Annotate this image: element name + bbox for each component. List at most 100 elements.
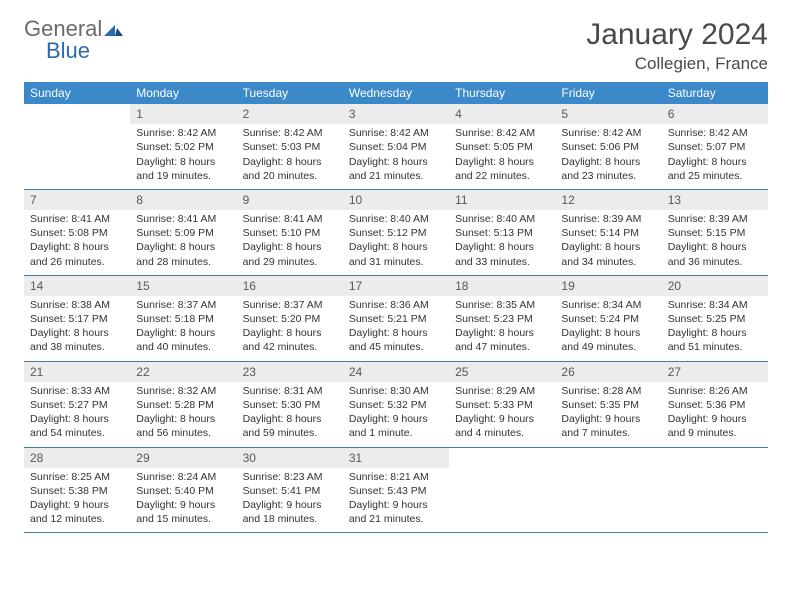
title-block: January 2024 Collegien, France xyxy=(586,18,768,74)
day-number: 21 xyxy=(24,362,130,382)
title-month: January 2024 xyxy=(586,18,768,52)
day-body: Sunrise: 8:34 AMSunset: 5:24 PMDaylight:… xyxy=(555,296,661,361)
daylight-text-1: Daylight: 8 hours xyxy=(561,155,655,169)
day-body: Sunrise: 8:29 AMSunset: 5:33 PMDaylight:… xyxy=(449,382,555,447)
daylight-text-2: and 9 minutes. xyxy=(668,426,762,440)
daylight-text-1: Daylight: 8 hours xyxy=(561,240,655,254)
daylight-text-2: and 51 minutes. xyxy=(668,340,762,354)
sunset-text: Sunset: 5:24 PM xyxy=(561,312,655,326)
calendar-day-cell: 25Sunrise: 8:29 AMSunset: 5:33 PMDayligh… xyxy=(449,361,555,447)
logo-text-general: General xyxy=(24,18,102,40)
day-number: 4 xyxy=(449,104,555,124)
calendar-day-cell xyxy=(449,447,555,533)
weekday-header: Sunday xyxy=(24,82,130,104)
daylight-text-2: and 59 minutes. xyxy=(243,426,337,440)
calendar-day-cell: 23Sunrise: 8:31 AMSunset: 5:30 PMDayligh… xyxy=(237,361,343,447)
sunset-text: Sunset: 5:08 PM xyxy=(30,226,124,240)
sunrise-text: Sunrise: 8:39 AM xyxy=(561,212,655,226)
day-number: 19 xyxy=(555,276,661,296)
day-number: 6 xyxy=(662,104,768,124)
weekday-header: Friday xyxy=(555,82,661,104)
sunrise-text: Sunrise: 8:40 AM xyxy=(349,212,443,226)
sunrise-text: Sunrise: 8:42 AM xyxy=(349,126,443,140)
daylight-text-2: and 38 minutes. xyxy=(30,340,124,354)
day-number: 23 xyxy=(237,362,343,382)
calendar-day-cell: 24Sunrise: 8:30 AMSunset: 5:32 PMDayligh… xyxy=(343,361,449,447)
weekday-header: Monday xyxy=(130,82,236,104)
sunrise-text: Sunrise: 8:25 AM xyxy=(30,470,124,484)
day-body: Sunrise: 8:42 AMSunset: 5:06 PMDaylight:… xyxy=(555,124,661,189)
day-body: Sunrise: 8:34 AMSunset: 5:25 PMDaylight:… xyxy=(662,296,768,361)
sunrise-text: Sunrise: 8:42 AM xyxy=(136,126,230,140)
calendar-table: SundayMondayTuesdayWednesdayThursdayFrid… xyxy=(24,82,768,533)
daylight-text-1: Daylight: 8 hours xyxy=(668,155,762,169)
sunrise-text: Sunrise: 8:24 AM xyxy=(136,470,230,484)
daylight-text-2: and 19 minutes. xyxy=(136,169,230,183)
daylight-text-1: Daylight: 9 hours xyxy=(30,498,124,512)
sunset-text: Sunset: 5:02 PM xyxy=(136,140,230,154)
daylight-text-2: and 42 minutes. xyxy=(243,340,337,354)
calendar-week-row: 14Sunrise: 8:38 AMSunset: 5:17 PMDayligh… xyxy=(24,275,768,361)
daylight-text-2: and 36 minutes. xyxy=(668,255,762,269)
sunset-text: Sunset: 5:13 PM xyxy=(455,226,549,240)
calendar-day-cell: 13Sunrise: 8:39 AMSunset: 5:15 PMDayligh… xyxy=(662,189,768,275)
sunset-text: Sunset: 5:36 PM xyxy=(668,398,762,412)
sunset-text: Sunset: 5:23 PM xyxy=(455,312,549,326)
sunrise-text: Sunrise: 8:41 AM xyxy=(136,212,230,226)
calendar-day-cell: 28Sunrise: 8:25 AMSunset: 5:38 PMDayligh… xyxy=(24,447,130,533)
daylight-text-2: and 34 minutes. xyxy=(561,255,655,269)
day-number: 16 xyxy=(237,276,343,296)
calendar-day-cell: 1Sunrise: 8:42 AMSunset: 5:02 PMDaylight… xyxy=(130,104,236,189)
sunset-text: Sunset: 5:04 PM xyxy=(349,140,443,154)
weekday-row: SundayMondayTuesdayWednesdayThursdayFrid… xyxy=(24,82,768,104)
day-body: Sunrise: 8:21 AMSunset: 5:43 PMDaylight:… xyxy=(343,468,449,533)
day-body: Sunrise: 8:40 AMSunset: 5:12 PMDaylight:… xyxy=(343,210,449,275)
calendar-day-cell: 18Sunrise: 8:35 AMSunset: 5:23 PMDayligh… xyxy=(449,275,555,361)
day-body: Sunrise: 8:28 AMSunset: 5:35 PMDaylight:… xyxy=(555,382,661,447)
calendar-day-cell: 19Sunrise: 8:34 AMSunset: 5:24 PMDayligh… xyxy=(555,275,661,361)
sunset-text: Sunset: 5:15 PM xyxy=(668,226,762,240)
daylight-text-1: Daylight: 8 hours xyxy=(668,240,762,254)
daylight-text-2: and 28 minutes. xyxy=(136,255,230,269)
daylight-text-1: Daylight: 8 hours xyxy=(349,155,443,169)
calendar-day-cell: 16Sunrise: 8:37 AMSunset: 5:20 PMDayligh… xyxy=(237,275,343,361)
daylight-text-2: and 4 minutes. xyxy=(455,426,549,440)
day-number: 25 xyxy=(449,362,555,382)
daylight-text-2: and 21 minutes. xyxy=(349,512,443,526)
sunset-text: Sunset: 5:17 PM xyxy=(30,312,124,326)
sunrise-text: Sunrise: 8:34 AM xyxy=(561,298,655,312)
daylight-text-2: and 15 minutes. xyxy=(136,512,230,526)
day-number: 11 xyxy=(449,190,555,210)
sunset-text: Sunset: 5:10 PM xyxy=(243,226,337,240)
day-body: Sunrise: 8:39 AMSunset: 5:14 PMDaylight:… xyxy=(555,210,661,275)
day-body: Sunrise: 8:33 AMSunset: 5:27 PMDaylight:… xyxy=(24,382,130,447)
day-number: 27 xyxy=(662,362,768,382)
sunrise-text: Sunrise: 8:41 AM xyxy=(30,212,124,226)
day-body: Sunrise: 8:30 AMSunset: 5:32 PMDaylight:… xyxy=(343,382,449,447)
daylight-text-1: Daylight: 8 hours xyxy=(455,240,549,254)
day-number: 12 xyxy=(555,190,661,210)
calendar-day-cell xyxy=(662,447,768,533)
daylight-text-1: Daylight: 9 hours xyxy=(243,498,337,512)
day-body: Sunrise: 8:37 AMSunset: 5:20 PMDaylight:… xyxy=(237,296,343,361)
calendar-week-row: 28Sunrise: 8:25 AMSunset: 5:38 PMDayligh… xyxy=(24,447,768,533)
sunset-text: Sunset: 5:12 PM xyxy=(349,226,443,240)
daylight-text-2: and 21 minutes. xyxy=(349,169,443,183)
sunrise-text: Sunrise: 8:42 AM xyxy=(455,126,549,140)
daylight-text-2: and 33 minutes. xyxy=(455,255,549,269)
daylight-text-2: and 1 minute. xyxy=(349,426,443,440)
calendar-day-cell: 27Sunrise: 8:26 AMSunset: 5:36 PMDayligh… xyxy=(662,361,768,447)
day-body: Sunrise: 8:32 AMSunset: 5:28 PMDaylight:… xyxy=(130,382,236,447)
calendar-day-cell: 31Sunrise: 8:21 AMSunset: 5:43 PMDayligh… xyxy=(343,447,449,533)
day-number: 5 xyxy=(555,104,661,124)
day-body: Sunrise: 8:41 AMSunset: 5:09 PMDaylight:… xyxy=(130,210,236,275)
day-body: Sunrise: 8:41 AMSunset: 5:10 PMDaylight:… xyxy=(237,210,343,275)
sunset-text: Sunset: 5:05 PM xyxy=(455,140,549,154)
daylight-text-1: Daylight: 9 hours xyxy=(668,412,762,426)
logo: GeneralBlue xyxy=(24,18,124,62)
daylight-text-2: and 23 minutes. xyxy=(561,169,655,183)
calendar-day-cell: 4Sunrise: 8:42 AMSunset: 5:05 PMDaylight… xyxy=(449,104,555,189)
sunrise-text: Sunrise: 8:35 AM xyxy=(455,298,549,312)
sunset-text: Sunset: 5:35 PM xyxy=(561,398,655,412)
sunset-text: Sunset: 5:20 PM xyxy=(243,312,337,326)
